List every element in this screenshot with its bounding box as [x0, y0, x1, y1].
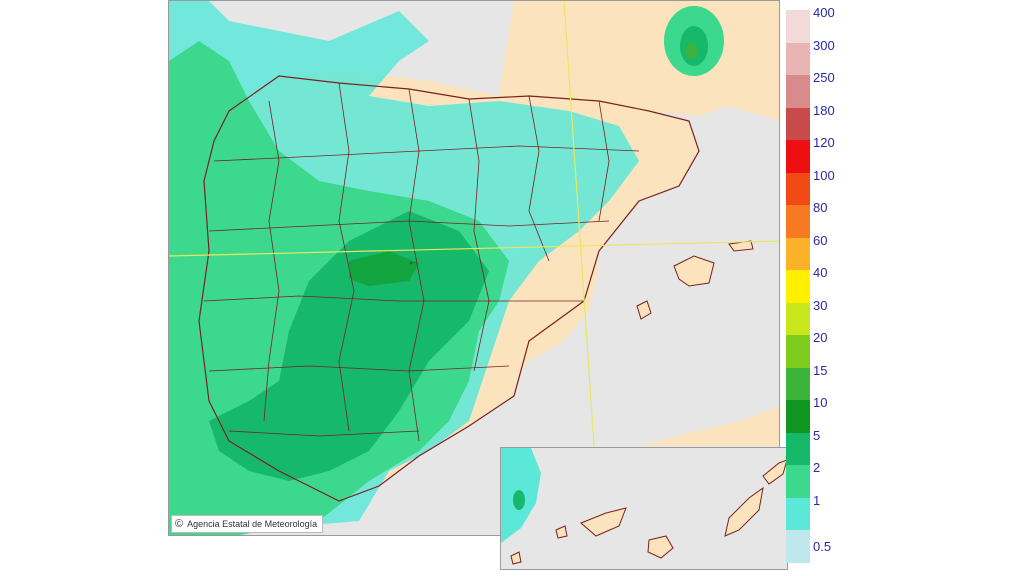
meridian-line	[563, 1, 595, 447]
legend-label: 300	[813, 37, 835, 53]
legend-label: 400	[813, 5, 835, 20]
legend-label: 40	[813, 265, 828, 280]
france-land	[279, 1, 779, 121]
legend-label: 30	[813, 297, 828, 313]
legend-label: 80	[813, 200, 828, 215]
legend-swatch	[786, 107, 810, 140]
legend-swatch	[786, 75, 810, 108]
legend-swatch	[786, 335, 810, 368]
lanzarote	[762, 459, 787, 485]
parallel-line	[169, 240, 779, 257]
el-hierro	[510, 551, 522, 565]
africa-land	[639, 406, 779, 446]
copyright-icon: ©	[175, 518, 184, 530]
legend-label: 1	[813, 492, 821, 508]
ibiza	[636, 300, 652, 320]
la-gomera	[555, 525, 568, 539]
precip-zone-5mm	[209, 211, 489, 481]
precip-zone-10mm	[349, 251, 419, 286]
legend-label: 15	[813, 362, 828, 378]
tenerife	[580, 507, 627, 537]
canary-islands-inset	[500, 447, 788, 570]
map-canvas: ●~	[169, 1, 779, 535]
pyrenees-precip-peak	[685, 43, 697, 59]
mallorca	[673, 255, 715, 287]
legend-label: 180	[813, 102, 835, 118]
legend-label: 0.5	[813, 539, 832, 554]
legend-swatch	[786, 530, 810, 563]
legend-swatch	[786, 205, 810, 238]
legend-swatch	[786, 172, 810, 205]
legend-swatch	[786, 237, 810, 270]
canary-precip-core	[513, 490, 525, 510]
legend-swatch	[786, 302, 810, 335]
legend-swatch	[786, 367, 810, 400]
province-borders	[203, 82, 640, 442]
canary-canvas	[501, 448, 787, 569]
gran-canaria	[647, 535, 674, 559]
iberia-coastline	[198, 75, 700, 502]
legend-label: 10	[813, 395, 828, 410]
legend-label: 100	[813, 167, 835, 183]
precipitation-map: ●~ © Agencia Estatal de Meteorología	[168, 0, 780, 536]
legend-swatch	[786, 270, 810, 303]
legend-label: 120	[813, 135, 835, 150]
madrid-marker: ●~	[409, 260, 417, 267]
legend-swatch	[786, 42, 810, 75]
legend-label: 2	[813, 460, 821, 475]
legend-label: 60	[813, 232, 828, 248]
credit-badge: © Agencia Estatal de Meteorología	[171, 515, 324, 533]
credit-text: Agencia Estatal de Meteorología	[187, 519, 318, 529]
legend-swatch	[786, 497, 810, 530]
legend-label: 20	[813, 330, 828, 345]
legend-label: 5	[813, 427, 821, 443]
legend-swatch	[786, 432, 810, 465]
legend-swatch	[786, 140, 810, 173]
legend-label: 250	[813, 70, 835, 85]
legend-swatch	[786, 465, 810, 498]
precipitation-legend: 400 300 250 180 120 100 80 60 40 30 20 15 10 5 2 1 0.5	[786, 6, 866, 563]
legend-swatch	[786, 10, 810, 43]
fuerteventura	[724, 486, 764, 537]
legend-swatch	[786, 400, 810, 433]
